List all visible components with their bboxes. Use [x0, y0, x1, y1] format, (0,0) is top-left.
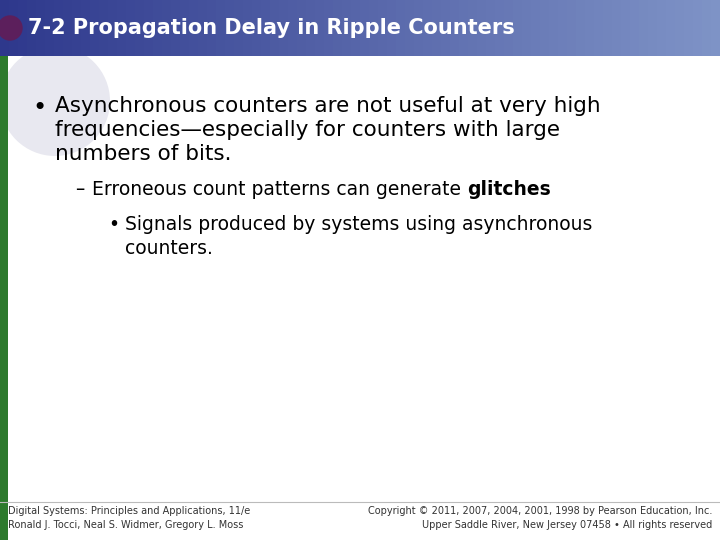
Text: Copyright © 2011, 2007, 2004, 2001, 1998 by Pearson Education, Inc.
Upper Saddle: Copyright © 2011, 2007, 2004, 2001, 1998… — [368, 506, 712, 530]
Bar — [288, 0, 298, 56]
Bar — [324, 0, 334, 56]
Bar — [387, 0, 397, 56]
Text: numbers of bits.: numbers of bits. — [55, 144, 232, 164]
Bar — [216, 0, 226, 56]
Bar — [630, 0, 640, 56]
Circle shape — [0, 46, 110, 156]
Bar — [0, 0, 10, 56]
Bar — [153, 0, 163, 56]
Bar — [306, 0, 316, 56]
Bar — [234, 0, 244, 56]
Bar — [441, 0, 451, 56]
Bar — [531, 0, 541, 56]
Bar — [117, 0, 127, 56]
Bar — [405, 0, 415, 56]
Bar — [603, 0, 613, 56]
Bar — [342, 0, 352, 56]
Bar — [414, 0, 424, 56]
Bar — [684, 0, 694, 56]
Bar — [189, 0, 199, 56]
Bar — [135, 0, 145, 56]
Bar — [657, 0, 667, 56]
Bar — [459, 0, 469, 56]
Bar — [549, 0, 559, 56]
Bar — [225, 0, 235, 56]
Bar — [711, 0, 720, 56]
Bar — [432, 0, 442, 56]
Bar — [279, 0, 289, 56]
Bar — [90, 0, 100, 56]
Text: frequencies—especially for counters with large: frequencies—especially for counters with… — [55, 120, 560, 140]
Bar — [594, 0, 604, 56]
Bar — [378, 0, 388, 56]
Bar — [333, 0, 343, 56]
Bar — [63, 0, 73, 56]
Bar — [207, 0, 217, 56]
Text: –: – — [75, 180, 84, 199]
Bar — [612, 0, 622, 56]
Circle shape — [0, 16, 22, 40]
Bar — [81, 0, 91, 56]
Bar — [360, 0, 370, 56]
Bar — [495, 0, 505, 56]
Bar — [108, 0, 118, 56]
Bar — [9, 0, 19, 56]
Bar — [72, 0, 82, 56]
Bar — [558, 0, 568, 56]
Bar — [486, 0, 496, 56]
Bar — [144, 0, 154, 56]
Bar — [576, 0, 586, 56]
Bar — [162, 0, 172, 56]
Bar — [522, 0, 532, 56]
Bar — [648, 0, 658, 56]
Text: counters.: counters. — [125, 239, 213, 258]
Bar — [297, 0, 307, 56]
Bar — [351, 0, 361, 56]
Bar — [27, 0, 37, 56]
Bar — [18, 0, 28, 56]
Text: •: • — [32, 96, 46, 120]
Text: Asynchronous counters are not useful at very high: Asynchronous counters are not useful at … — [55, 96, 600, 116]
Bar — [504, 0, 514, 56]
Bar — [468, 0, 478, 56]
Text: glitches: glitches — [467, 180, 551, 199]
Text: •: • — [108, 215, 119, 234]
Bar — [171, 0, 181, 56]
Bar — [540, 0, 550, 56]
Bar — [450, 0, 460, 56]
Bar — [99, 0, 109, 56]
Bar — [513, 0, 523, 56]
Bar — [702, 0, 712, 56]
Bar — [126, 0, 136, 56]
Bar — [261, 0, 271, 56]
Bar — [621, 0, 631, 56]
Bar — [36, 0, 46, 56]
Bar — [180, 0, 190, 56]
Bar — [693, 0, 703, 56]
Text: Signals produced by systems using asynchronous: Signals produced by systems using asynch… — [125, 215, 593, 234]
Bar — [369, 0, 379, 56]
Bar — [315, 0, 325, 56]
Text: Digital Systems: Principles and Applications, 11/e
Ronald J. Tocci, Neal S. Widm: Digital Systems: Principles and Applicat… — [8, 506, 251, 530]
Bar — [396, 0, 406, 56]
Bar — [585, 0, 595, 56]
Bar — [243, 0, 253, 56]
Bar — [45, 0, 55, 56]
Bar — [270, 0, 280, 56]
Bar — [666, 0, 676, 56]
Bar — [639, 0, 649, 56]
Bar — [54, 0, 64, 56]
Bar — [477, 0, 487, 56]
Bar — [423, 0, 433, 56]
Text: Erroneous count patterns can generate: Erroneous count patterns can generate — [92, 180, 467, 199]
Bar — [198, 0, 208, 56]
Text: 7-2 Propagation Delay in Ripple Counters: 7-2 Propagation Delay in Ripple Counters — [28, 18, 515, 38]
Bar — [567, 0, 577, 56]
Bar — [675, 0, 685, 56]
Bar — [252, 0, 262, 56]
Bar — [0, 56, 8, 540]
